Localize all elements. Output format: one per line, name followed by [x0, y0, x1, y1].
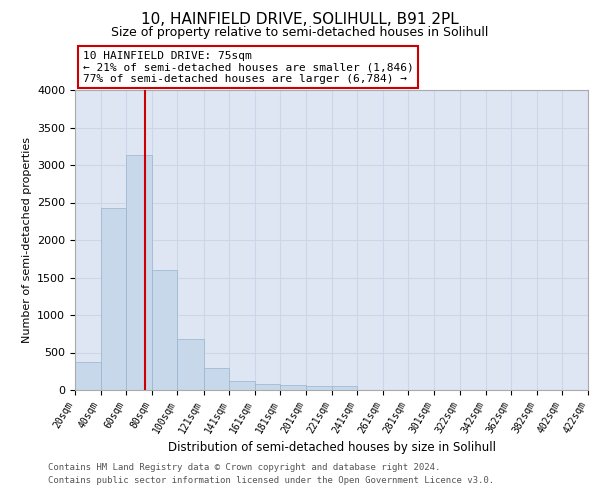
Bar [75, 362, 101, 390]
Text: 10 HAINFIELD DRIVE: 75sqm
← 21% of semi-detached houses are smaller (1,846)
77% : 10 HAINFIELD DRIVE: 75sqm ← 21% of semi-… [83, 51, 413, 84]
Bar [280, 385, 306, 390]
Y-axis label: Number of semi-detached properties: Number of semi-detached properties [22, 137, 32, 343]
Bar [306, 386, 331, 390]
Text: 10, HAINFIELD DRIVE, SOLIHULL, B91 2PL: 10, HAINFIELD DRIVE, SOLIHULL, B91 2PL [141, 12, 459, 28]
Text: Contains HM Land Registry data © Crown copyright and database right 2024.: Contains HM Land Registry data © Crown c… [48, 464, 440, 472]
X-axis label: Distribution of semi-detached houses by size in Solihull: Distribution of semi-detached houses by … [167, 441, 496, 454]
Bar [331, 386, 357, 390]
Bar [101, 208, 126, 390]
Text: Size of property relative to semi-detached houses in Solihull: Size of property relative to semi-detach… [112, 26, 488, 39]
Bar [229, 380, 255, 390]
Bar [255, 384, 280, 390]
Bar [152, 270, 177, 390]
Bar [177, 339, 204, 390]
Bar [126, 155, 152, 390]
Bar [204, 368, 229, 390]
Text: Contains public sector information licensed under the Open Government Licence v3: Contains public sector information licen… [48, 476, 494, 485]
